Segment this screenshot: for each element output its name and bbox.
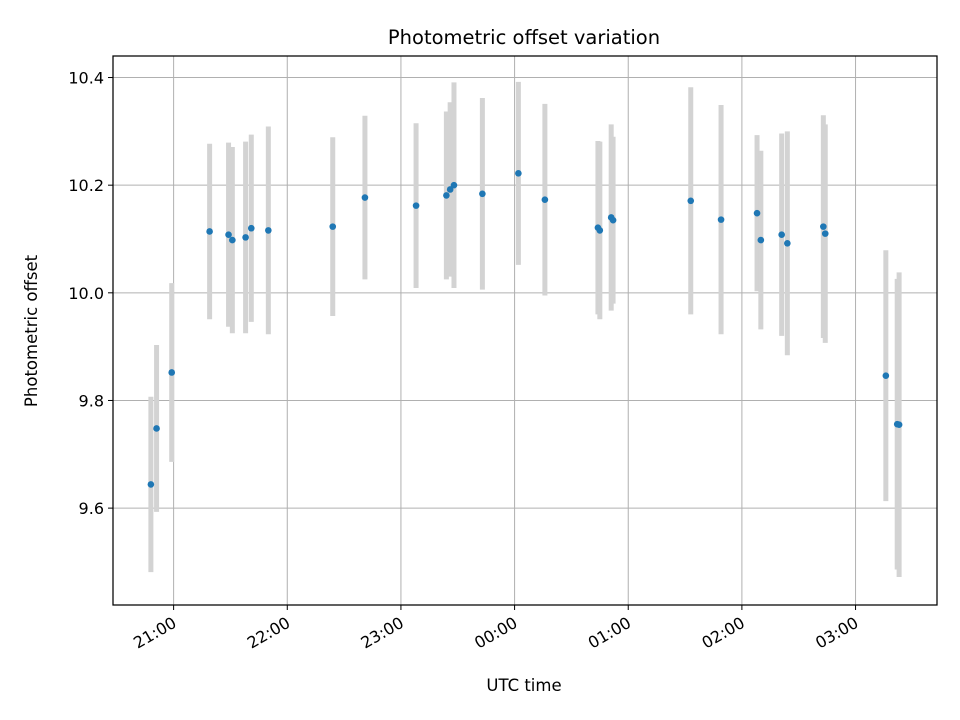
chart-title: Photometric offset variation: [388, 26, 660, 49]
data-point: [479, 190, 486, 198]
data-point: [225, 231, 232, 238]
y-tick-label: 9.6: [79, 499, 104, 518]
data-point: [443, 192, 450, 199]
grid: [113, 56, 937, 605]
data-point: [168, 369, 176, 376]
data-point: [361, 194, 369, 201]
y-tick-label: 10.4: [68, 69, 104, 88]
data-point: [757, 236, 765, 244]
data-point: [717, 216, 725, 223]
data-point: [596, 227, 604, 234]
data-point: [778, 231, 785, 238]
y-tick-label: 10.2: [68, 176, 104, 195]
data-point: [753, 209, 761, 217]
data-point: [515, 170, 522, 177]
data-point: [206, 228, 213, 235]
data-point: [882, 372, 890, 380]
data-point: [821, 230, 829, 237]
y-tick-label: 9.8: [79, 391, 104, 410]
data-point: [153, 425, 160, 432]
data-point: [609, 216, 617, 224]
data-point: [687, 197, 695, 205]
y-axis: 9.6 9.8 10.0 10.2 10.4: [68, 69, 113, 518]
y-tick-label: 10.0: [68, 284, 104, 303]
data-point: [450, 181, 458, 189]
data-point: [329, 223, 337, 230]
data-point: [784, 240, 791, 247]
data-point: [446, 186, 454, 193]
data-point: [541, 196, 549, 204]
y-axis-title: Photometric offset: [22, 254, 41, 407]
x-axis-title: UTC time: [486, 676, 561, 695]
data-point: [412, 202, 420, 209]
data-points: [147, 170, 903, 488]
data-point: [895, 421, 903, 428]
data-point: [247, 224, 255, 232]
data-point: [147, 481, 155, 488]
data-point: [242, 234, 249, 241]
data-point: [265, 227, 272, 234]
data-point: [820, 223, 827, 230]
plot-area-frame: [112, 55, 938, 606]
data-point: [229, 236, 236, 244]
